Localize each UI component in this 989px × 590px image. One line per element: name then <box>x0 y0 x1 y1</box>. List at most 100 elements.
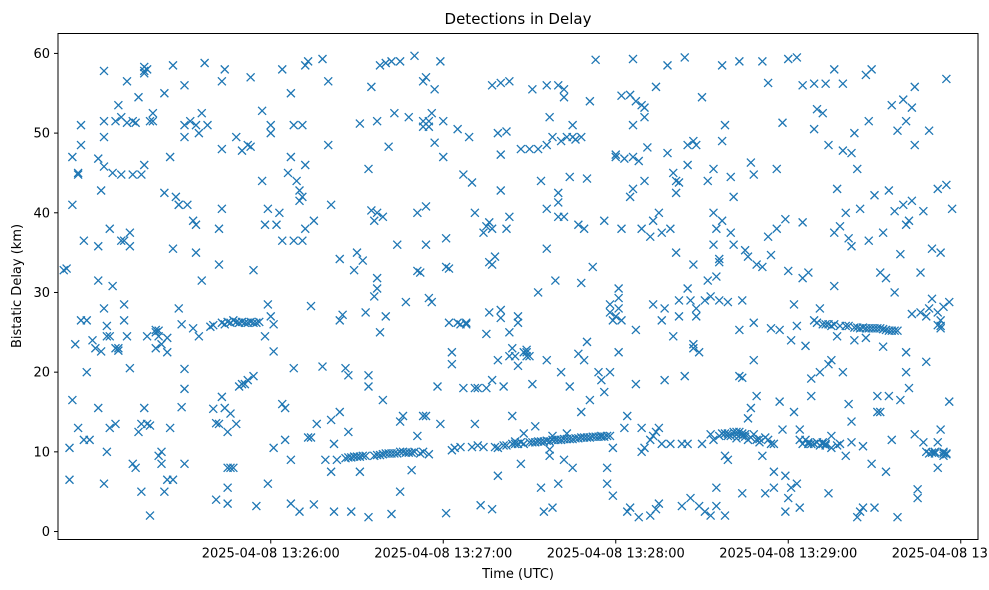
data-point <box>372 116 382 126</box>
data-point <box>628 152 638 162</box>
data-point <box>274 208 284 218</box>
data-point <box>640 176 649 186</box>
data-point <box>430 84 440 94</box>
data-point <box>579 355 589 365</box>
y-tick-label: 30 <box>33 286 50 301</box>
data-point <box>479 442 488 452</box>
data-point <box>720 451 730 461</box>
data-point <box>335 315 345 325</box>
data-point <box>568 120 578 130</box>
data-point <box>723 455 733 465</box>
data-point <box>108 281 118 291</box>
data-point <box>571 135 580 144</box>
data-point <box>599 216 609 226</box>
data-point <box>208 404 218 414</box>
data-point <box>680 52 690 62</box>
data-point <box>297 120 307 130</box>
data-point <box>608 443 618 453</box>
data-point <box>444 264 454 274</box>
data-point <box>875 407 885 417</box>
data-point <box>197 108 207 118</box>
data-point <box>559 84 569 94</box>
data-point <box>407 465 417 475</box>
data-point <box>637 224 647 234</box>
data-point <box>272 220 281 230</box>
data-point <box>188 216 198 226</box>
data-point <box>602 431 612 441</box>
data-point <box>542 140 552 150</box>
data-point <box>323 140 333 150</box>
data-point <box>717 136 727 146</box>
data-point <box>818 108 828 118</box>
data-point <box>223 317 233 327</box>
data-point <box>165 152 175 162</box>
data-point <box>159 487 169 497</box>
data-point <box>734 371 744 381</box>
data-point <box>608 491 618 501</box>
data-point <box>617 224 626 234</box>
data-point <box>910 140 920 150</box>
data-point <box>481 383 491 393</box>
data-point <box>415 268 425 278</box>
data-point <box>927 294 937 304</box>
data-point <box>858 441 868 451</box>
data-point <box>686 493 695 503</box>
data-point <box>798 217 808 227</box>
data-point <box>289 120 299 130</box>
data-point <box>421 201 431 211</box>
data-point <box>821 439 831 449</box>
data-point <box>157 447 166 457</box>
data-point <box>688 260 698 270</box>
data-point <box>743 413 753 423</box>
data-point <box>467 442 477 452</box>
data-point <box>801 341 810 351</box>
data-point <box>424 122 434 132</box>
data-point <box>346 507 356 517</box>
data-point <box>470 383 480 393</box>
data-point <box>496 313 506 323</box>
data-point <box>372 284 382 293</box>
data-point <box>292 176 302 186</box>
data-point <box>550 276 560 285</box>
data-point <box>637 423 647 433</box>
data-point <box>277 236 287 246</box>
data-point <box>159 88 169 98</box>
data-point <box>539 507 549 517</box>
data-point <box>654 208 664 218</box>
data-point <box>729 240 739 250</box>
data-point <box>67 200 77 210</box>
data-point <box>395 487 405 497</box>
data-point <box>522 347 532 357</box>
data-point <box>116 236 126 246</box>
data-point <box>798 80 808 90</box>
data-point <box>737 373 747 383</box>
data-point <box>614 293 624 303</box>
data-point <box>749 355 759 365</box>
data-point <box>496 305 506 315</box>
data-point <box>381 311 391 321</box>
data-point <box>596 375 606 385</box>
data-point <box>372 208 382 218</box>
data-point <box>191 220 201 230</box>
data-point <box>688 343 698 353</box>
data-point <box>884 391 894 401</box>
data-point <box>648 299 658 309</box>
data-point <box>180 459 189 469</box>
data-point <box>108 168 118 178</box>
data-point <box>177 319 187 329</box>
data-point <box>887 100 897 110</box>
data-point <box>93 403 103 413</box>
data-point <box>700 295 710 305</box>
data-point <box>502 224 511 234</box>
data-point <box>769 439 779 449</box>
data-point <box>295 186 304 195</box>
data-point <box>99 479 109 489</box>
data-point <box>778 118 787 128</box>
data-point <box>691 303 701 313</box>
data-point <box>694 347 704 357</box>
data-point <box>826 321 836 331</box>
data-point <box>720 120 730 130</box>
data-point <box>559 455 569 465</box>
data-point <box>435 56 445 66</box>
data-point <box>691 311 701 321</box>
